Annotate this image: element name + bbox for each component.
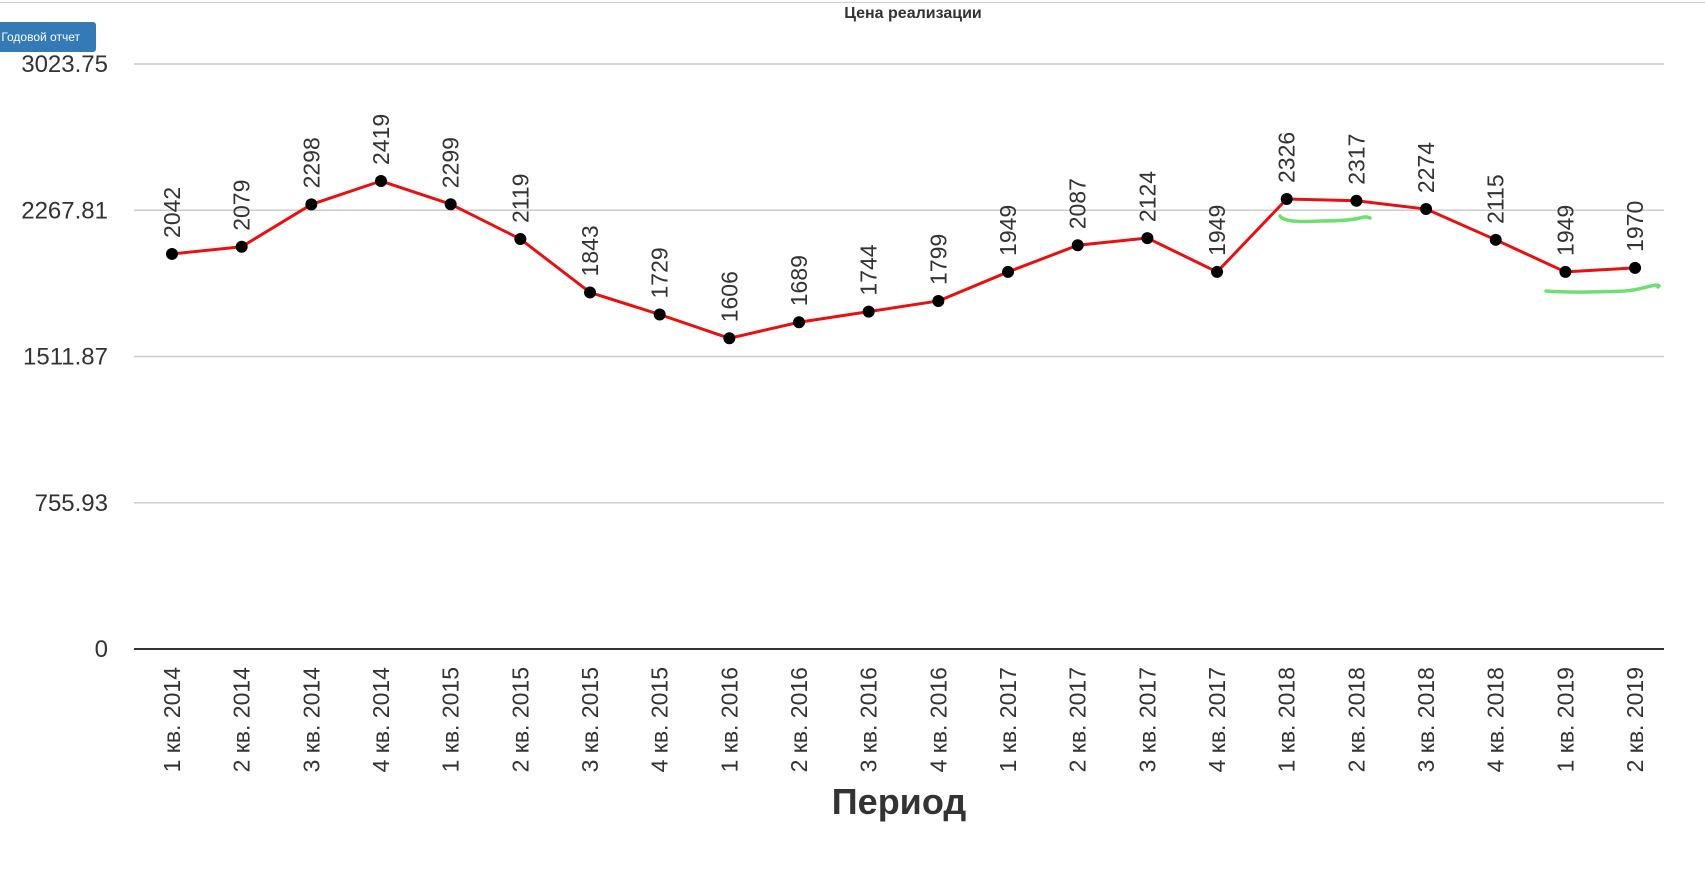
x-tick-label: 4 кв. 2014 [368,667,394,773]
data-point [514,233,527,246]
x-tick-label: 2 кв. 2018 [1343,667,1369,772]
x-tick-label: 2 кв. 2014 [229,667,255,773]
x-axis-title: Период [832,781,967,822]
x-tick-label: 4 кв. 2017 [1204,667,1230,772]
data-point [444,198,457,211]
data-point [932,294,945,307]
data-label: 1799 [925,234,951,285]
data-point [235,240,248,253]
x-tick-label: 3 кв. 2017 [1134,667,1160,772]
data-point [723,332,736,345]
highlight-strokes [1278,214,1661,294]
data-point [862,305,875,318]
x-tick-label: 2 кв. 2017 [1065,667,1091,772]
x-tick-label: 3 кв. 2016 [856,667,882,772]
x-tick-label: 4 кв. 2016 [925,667,951,772]
y-tick-label: 1511.87 [23,344,108,371]
x-tick-label: 2 кв. 2015 [507,667,533,772]
data-point [653,308,666,321]
data-label: 2115 [1483,174,1509,223]
x-tick-label: 1 кв. 2015 [438,667,464,772]
data-label: 2326 [1274,132,1300,183]
data-label: 2079 [229,180,255,231]
x-tick-label: 3 кв. 2018 [1413,667,1439,772]
chart-title: Цена реализации [844,5,982,22]
data-point [375,175,388,187]
data-point [1559,265,1572,278]
data-label: 1729 [647,247,673,298]
x-axis: 1 кв. 2014 2 кв. 2014 3 кв. 2014 4 кв. 2014… [159,667,1648,773]
data-point [1420,203,1433,216]
data-label: 2124 [1134,171,1160,222]
data-label: 2317 [1343,134,1369,185]
data-label: 1949 [1204,205,1230,256]
data-label: 1689 [786,255,812,306]
series-layer: 2042 2079 2298 2419 2299 2119 1843 1729 1606 1689… [159,114,1648,345]
x-tick-label: 3 кв. 2015 [577,667,603,772]
y-tick-label: 0 [95,636,108,663]
data-label: 2087 [1065,178,1091,229]
x-tick-label: 2 кв. 2019 [1622,667,1648,772]
data-label: 1970 [1622,201,1648,252]
y-axis: 3023.75 2267.81 1511.87 755.93 0 [21,51,108,663]
data-label: 2119 [507,174,533,223]
data-point [1211,265,1224,278]
data-label: 1744 [856,244,882,295]
x-tick-label: 1 кв. 2017 [995,667,1021,772]
data-point [1629,261,1642,274]
data-label: 1843 [577,225,603,276]
x-tick-label: 4 кв. 2018 [1483,667,1509,772]
x-tick-label: 1 кв. 2016 [716,667,742,772]
data-label: 1949 [1552,205,1578,256]
y-tick-label: 3023.75 [21,51,108,78]
highlight-stroke [1278,214,1372,224]
top-divider [0,2,1705,3]
data-label: 2298 [298,137,324,188]
series-line [171,179,1636,340]
data-point [1071,239,1084,252]
data-point [1350,194,1363,207]
x-tick-label: 1 кв. 2019 [1552,667,1578,772]
data-label: 2299 [438,137,464,188]
x-tick-label: 4 кв. 2015 [647,667,673,772]
data-point [1002,265,1015,278]
highlight-stroke [1544,283,1661,294]
x-tick-label: 1 кв. 2018 [1274,667,1300,772]
data-point [1280,192,1293,205]
data-point [584,286,597,299]
data-point [1489,233,1502,246]
data-label: 2042 [159,187,185,238]
data-label: 1949 [995,205,1021,256]
data-label: 2274 [1413,142,1439,193]
data-label: 2419 [368,114,394,165]
y-tick-label: 2267.81 [21,197,108,224]
data-point [305,198,318,211]
data-point [1141,232,1154,245]
data-point [793,316,806,329]
x-tick-label: 3 кв. 2014 [298,667,324,773]
annual-report-button[interactable]: Годовой отчет [0,22,96,52]
x-tick-label: 2 кв. 2016 [786,667,812,772]
data-label: 1606 [716,271,742,322]
data-point [166,247,178,260]
x-tick-label: 1 кв. 2014 [159,667,185,773]
chart-grid [134,63,1664,650]
y-tick-label: 755.93 [35,490,108,517]
